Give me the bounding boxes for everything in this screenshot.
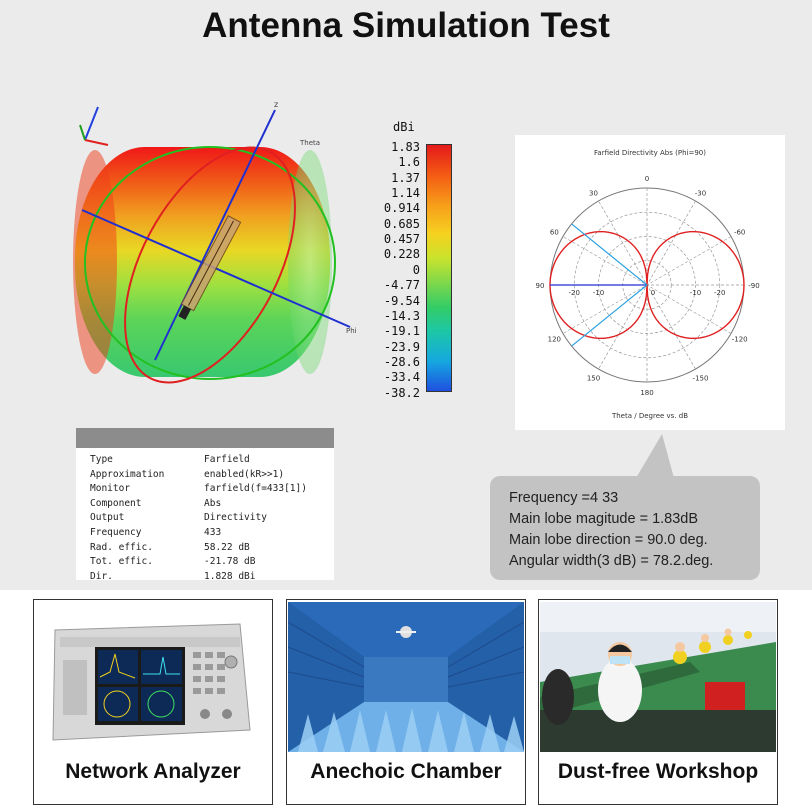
colorbar-tick-label: 1.83 [391,140,420,154]
colorbar-tick-label: 0.228 [383,247,420,262]
polar-angle-label: -60 [734,229,745,237]
polar-angle-label: -150 [693,375,709,383]
property-value: enabled(kR>>1) [204,468,285,480]
axis-triad [79,106,109,146]
colorbar-tick-label: 0.914 [383,201,420,216]
polar-angle-label: -90 [748,282,759,290]
results-callout: Frequency =4 33 Main lobe magitude = 1.8… [490,476,760,580]
z-axis-line [154,109,276,361]
polar-xlabel: Theta / Degree vs. dB [611,412,688,420]
colorbar-tick-label: -28.6 [383,354,420,369]
polar-beam-line [571,223,648,286]
colorbar-tick-label: 0.457 [383,232,420,247]
polar-angle-labels: 0 30 60 90 120 150 180 -150 -120 -90 -60 -30 [536,175,760,397]
phi-ring [124,146,296,384]
polar-angle-label: 30 [589,189,598,197]
polar-angle-label: 120 [548,336,561,344]
colorbar-tick-label: -38.2 [383,385,420,400]
polar-title: Farfield Directivity Abs (Phi=90) [594,149,706,157]
polar-plot: Farfield Directivity Abs (Phi=90) 0 30 60 9… [515,135,785,430]
colorbar-tick-label: -23.9 [383,339,420,354]
polar-radial-label: -20 [569,289,580,297]
polar-beam-line [571,284,648,347]
properties-table-header [76,428,334,448]
colorbar-tick-label: -4.77 [383,278,420,293]
property-value: Farfield [204,454,250,465]
polar-radial-label: -10 [593,289,604,297]
anechoic-chamber-photo [288,602,524,752]
colorbar-tick-label: -14.3 [383,308,420,323]
callout-pointer [636,434,674,478]
colorbar-tick-label: -19.1 [383,324,420,339]
z-axis-label: z [274,100,278,109]
polar-angle-label: -120 [732,336,748,344]
polar-angle-label: -30 [695,189,706,197]
theta-axis-label: Theta [299,139,320,147]
property-value: 433 [204,527,222,538]
property-key: Frequency [90,527,142,538]
polar-radial-label: -20 [714,289,725,297]
property-value: Directivity [204,512,267,524]
card-dust-free-workshop: Dust-free Workshop [538,599,778,805]
colorbar [426,144,452,392]
antenna-model [178,215,242,320]
callout-line-frequency: Frequency =4 33 [509,490,619,506]
polar-beam-lines [550,223,648,347]
polar-angle-label: 0 [645,175,649,183]
theta-ring [84,146,336,380]
network-analyzer-photo [35,602,271,752]
property-value: -21.78 dB [204,556,256,568]
radiation-pattern-3d: z Theta Phi [73,100,357,384]
dust-free-workshop-photo [540,602,776,752]
property-key: Monitor [90,483,131,495]
colorbar-tick-label: -33.4 [383,370,420,385]
property-key: Tot. effic. [90,556,153,568]
phi-axis-label: Phi [346,327,357,335]
colorbar-tick-label: 1.14 [391,186,420,201]
colorbar-tick-label: -9.54 [383,293,420,308]
polar-radial-label: 0 [651,289,655,297]
property-value: 1.828 dBi [204,570,256,582]
colorbar-unit: dBi [393,120,415,134]
colorbar-tick-label: 0 [412,262,420,277]
properties-table: Type Farfield Approximation enabled(kR>>1) M… [76,428,334,582]
property-key: Type [90,454,113,465]
callout-line-magnitude: Main lobe magitude = 1.83dB [509,511,699,527]
card-label-network-analyzer: Network Analyzer [65,760,241,783]
property-key: Component [90,497,142,509]
property-value: Abs [204,497,222,509]
property-key: Rad. effic. [90,541,153,553]
page-title: Antenna Simulation Test [202,6,610,45]
property-key: Dir. [90,570,113,582]
card-label-dust-free-workshop: Dust-free Workshop [557,760,759,783]
card-network-analyzer: Network Analyzer [33,599,273,805]
colorbar-tick-label: 0.685 [383,216,420,231]
property-key: Output [90,512,125,524]
property-value: 58.22 dB [204,541,250,553]
polar-angle-label: 150 [587,375,600,383]
polar-angle-label: 60 [550,229,559,237]
polar-angle-label: 180 [640,389,653,397]
property-key: Approximation [90,468,165,480]
polar-grid-ring [573,211,721,359]
polar-angle-label: 90 [536,282,545,290]
colorbar-tick-label: 1.6 [398,155,420,170]
polar-radial-labels: -20 -10 0 -10 -20 [569,289,726,297]
card-label-anechoic-chamber: Anechoic Chamber [310,760,502,783]
polar-radial-label: -10 [690,289,701,297]
card-anechoic-chamber: Anechoic Chamber [286,599,526,805]
callout-line-direction: Main lobe direction = 90.0 deg. [509,532,708,548]
callout-line-width: Angular width(3 dB) = 78.2.deg. [509,553,714,569]
property-value: farfield(f=433[1]) [204,483,307,495]
colorbar-tick-label: 1.37 [391,170,420,185]
